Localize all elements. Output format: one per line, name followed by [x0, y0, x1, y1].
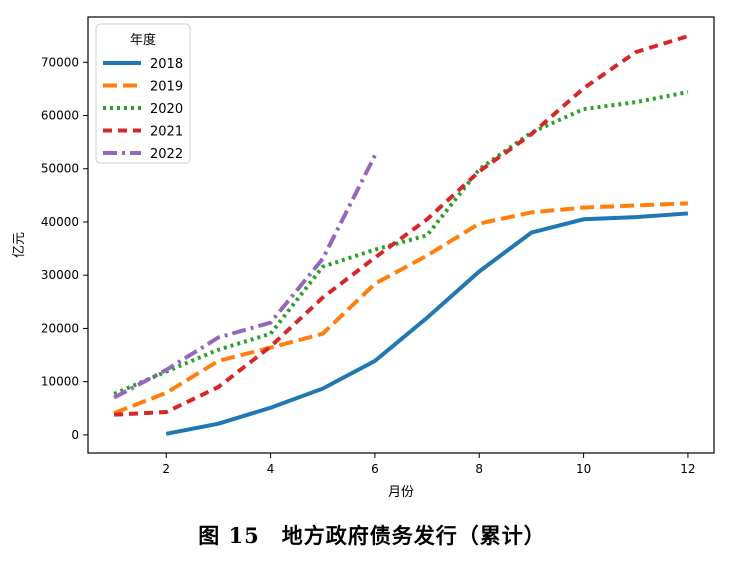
- series-line-2018: [165, 211, 689, 436]
- x-tick-label: 2: [162, 462, 170, 476]
- x-tick-label: 6: [371, 462, 379, 476]
- y-tick-label: 30000: [41, 268, 79, 282]
- x-tick-label: 10: [576, 462, 591, 476]
- legend-label: 2020: [150, 102, 183, 117]
- plot-frame: [87, 16, 715, 454]
- legend-title: 年度: [130, 32, 156, 48]
- x-tick-label: 4: [267, 462, 275, 476]
- legend-label: 2019: [150, 80, 183, 95]
- legend: 年度 2018 2019 2020 2021 2022: [95, 23, 191, 164]
- series-line-2019: [113, 201, 688, 415]
- x-tick-label: 8: [475, 462, 483, 476]
- x-axis-label: 月份: [388, 485, 414, 500]
- y-tick-label: 70000: [41, 55, 79, 69]
- y-tick-label: 60000: [41, 108, 79, 122]
- legend-label: 2021: [150, 125, 183, 140]
- figure-caption: 图 15 地方政府债务发行（累计）: [198, 523, 546, 548]
- y-tick-label: 40000: [41, 215, 79, 229]
- legend-label: 2018: [150, 57, 183, 72]
- x-tick-label: 12: [680, 462, 695, 476]
- y-tick-label: 10000: [41, 375, 79, 389]
- line-chart: 2 4 6 8 10 12 0 10000 20000 30000 40000 50000 60000 7…: [12, 16, 715, 500]
- y-tick-label: 0: [71, 428, 79, 442]
- series-line-2022: [113, 154, 377, 400]
- y-tick-label: 50000: [41, 162, 79, 176]
- series-line-2020: [113, 90, 689, 396]
- y-axis-label: 亿元: [12, 232, 27, 258]
- series-line-2021: [113, 34, 689, 417]
- legend-label: 2022: [150, 147, 183, 162]
- legend-box: [95, 23, 191, 164]
- y-tick-label: 20000: [41, 321, 79, 335]
